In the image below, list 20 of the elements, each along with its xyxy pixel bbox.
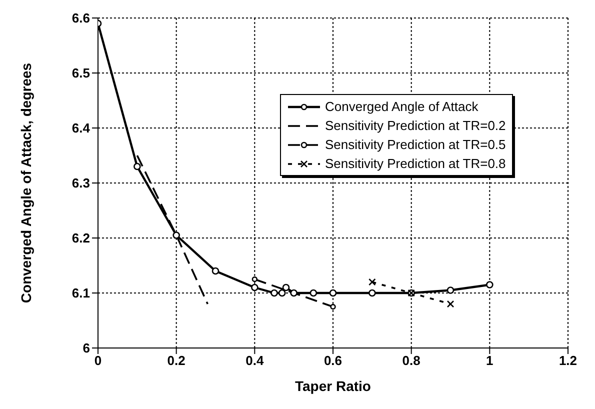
y-tick-label: 6.4 xyxy=(72,120,91,136)
x-tick-label: 0.8 xyxy=(402,353,420,368)
y-tick-label: 6.3 xyxy=(72,176,90,191)
y-tick-label: 6 xyxy=(82,340,90,356)
y-tick-label: 6.5 xyxy=(72,66,90,81)
x-tick-label: 0.4 xyxy=(246,353,264,368)
y-tick-label: 6.2 xyxy=(72,230,90,246)
legend-label: Sensitivity Prediction at TR=0.8 xyxy=(325,155,506,173)
x-tick-label: 0.6 xyxy=(324,353,342,368)
y-tick-label: 6.6 xyxy=(72,10,90,26)
x-tick-label: 1.2 xyxy=(558,353,578,368)
y-axis-title: Converged Angle of Attack, degrees xyxy=(18,62,34,304)
x-tick-label: 0 xyxy=(94,353,102,368)
x-axis-title: Taper Ratio xyxy=(295,378,371,394)
x-tick-label: 0.2 xyxy=(167,353,186,368)
legend-label: Sensitivity Prediction at TR=0.5 xyxy=(325,136,506,154)
legend-label: Sensitivity Prediction at TR=0.2 xyxy=(325,117,506,135)
x-tick-label: 1 xyxy=(486,353,494,368)
y-tick-label: 6.1 xyxy=(72,286,90,301)
legend-label: Converged Angle of Attack xyxy=(325,98,478,116)
